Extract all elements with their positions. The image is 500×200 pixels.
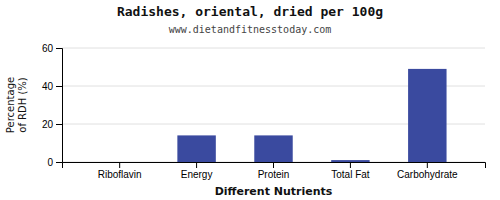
bar bbox=[331, 160, 369, 162]
y-axis-title-line: of RDH (%) bbox=[17, 77, 28, 133]
y-tick: 20 bbox=[42, 119, 62, 130]
bar bbox=[100, 162, 138, 163]
grid bbox=[62, 48, 485, 162]
y-tick-mark bbox=[56, 48, 62, 49]
y-axis-title-line: Percentage bbox=[5, 77, 16, 133]
y-tick-mark bbox=[56, 162, 62, 163]
y-tick: 60 bbox=[42, 43, 62, 54]
y-axis: 0 20 40 60 bbox=[42, 43, 63, 168]
plot-area: Riboflavin Energy Protein Total Fat Carbohyd… bbox=[42, 43, 486, 180]
x-tick-label: Riboflavin bbox=[98, 169, 142, 180]
x-tick-label: Energy bbox=[181, 169, 213, 180]
x-axis-title: Different Nutrients bbox=[215, 185, 333, 198]
y-tick-mark bbox=[56, 86, 62, 87]
y-tick-label: 40 bbox=[42, 81, 54, 92]
x-tick-label: Protein bbox=[258, 169, 290, 180]
y-tick-label: 20 bbox=[42, 119, 54, 130]
x-tick-mark bbox=[350, 162, 351, 168]
y-tick: 0 bbox=[47, 157, 62, 168]
bar bbox=[254, 135, 292, 162]
subtitle: www.dietandfitnesstoday.com bbox=[169, 24, 332, 35]
x-axis-line bbox=[63, 163, 486, 169]
x-tick-mark bbox=[427, 162, 428, 168]
x-tick-mark bbox=[196, 162, 197, 168]
x-tick-mark bbox=[273, 162, 274, 168]
bar bbox=[177, 135, 215, 162]
chart: Radishes, oriental, dried per 100g www.di… bbox=[0, 0, 500, 200]
grid-line bbox=[62, 48, 485, 49]
bar bbox=[408, 69, 446, 162]
y-axis-line bbox=[56, 49, 63, 163]
bars bbox=[177, 69, 446, 162]
y-tick-label: 60 bbox=[42, 43, 54, 54]
x-tick: Energy bbox=[181, 162, 213, 180]
x-tick: Carbohydrate bbox=[397, 162, 458, 180]
y-tick-mark bbox=[56, 124, 62, 125]
x-tick: Total Fat bbox=[331, 162, 370, 180]
x-tick: Riboflavin bbox=[98, 162, 142, 180]
x-tick: Protein bbox=[258, 162, 290, 180]
title: Radishes, oriental, dried per 100g bbox=[117, 4, 383, 19]
y-tick-label: 0 bbox=[47, 157, 53, 168]
y-axis-title: Percentageof RDH (%) bbox=[5, 77, 28, 133]
x-tick-label: Total Fat bbox=[331, 169, 370, 180]
x-tick-label: Carbohydrate bbox=[397, 169, 458, 180]
x-tick-mark bbox=[119, 162, 120, 168]
y-tick: 40 bbox=[42, 81, 62, 92]
x-axis: Riboflavin Energy Protein Total Fat Carbohyd… bbox=[63, 162, 486, 180]
